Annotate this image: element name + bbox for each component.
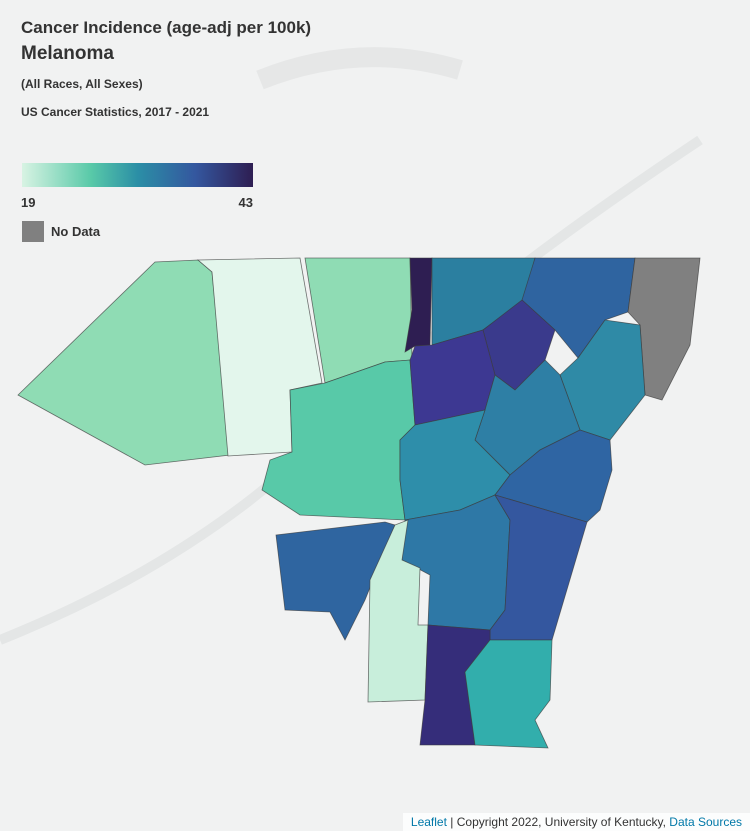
no-data-swatch: [22, 221, 44, 242]
county[interactable]: [275, 521, 396, 641]
county[interactable]: [17, 259, 231, 466]
filter: (All Races, All Sexes): [21, 77, 143, 91]
attribution: Leaflet | Copyright 2022, University of …: [402, 813, 750, 831]
data-sources-link[interactable]: Data Sources: [669, 815, 742, 829]
legend-gradient: [22, 163, 253, 187]
leaflet-link[interactable]: Leaflet: [410, 815, 447, 829]
legend-max: 43: [238, 195, 253, 210]
title: Cancer Incidence (age-adj per 100k): [21, 18, 312, 37]
copyright: | Copyright 2022, University of Kentucky…: [450, 815, 666, 829]
subtitle: Melanoma: [21, 43, 114, 64]
counties: [17, 257, 701, 749]
no-data-label: No Data: [51, 224, 101, 239]
source: US Cancer Statistics, 2017 - 2021: [21, 105, 210, 119]
county[interactable]: [627, 257, 701, 401]
county[interactable]: [367, 519, 429, 703]
county[interactable]: [464, 639, 553, 749]
legend-min: 19: [21, 195, 36, 210]
